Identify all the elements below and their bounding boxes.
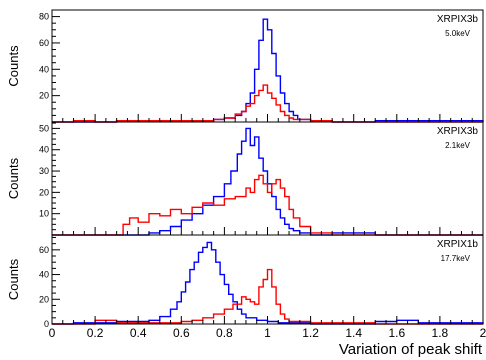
panel-energy-label: 17.7keV	[441, 254, 471, 263]
x-tick-label: 0.2	[87, 326, 104, 340]
y-tick-label: 10	[39, 209, 49, 219]
series-red-line	[52, 174, 483, 236]
panel-energy-label: 2.1keV	[445, 141, 471, 150]
x-axis-label: Variation of peak shift	[339, 341, 483, 358]
y-tick-label: 0	[44, 319, 49, 329]
panel-detector-label: XRPIX1b	[437, 239, 479, 250]
panel-3: 0 20 40 60 Counts XRPIX1b 17.7keV	[6, 234, 484, 329]
y-axis-label: Counts	[6, 258, 21, 300]
x-tick-label: 1.6	[388, 326, 405, 340]
x-tick-label: 1.8	[432, 326, 449, 340]
y-tick-label: 60	[39, 38, 49, 48]
y-axis-label: Counts	[6, 45, 21, 87]
x-tick-label: 0	[49, 326, 56, 340]
series-blue-line	[52, 18, 484, 123]
chart-panels: 20406080CountsXRPIX3b5.0keV1020304050Cou…	[6, 9, 486, 340]
x-tick-label: 2	[480, 326, 486, 340]
y-tick-label: 20	[39, 294, 49, 304]
y-tick-label: 60	[39, 245, 49, 255]
series-blue-line	[52, 241, 484, 325]
x-tick-label: 1.4	[345, 326, 362, 340]
x-tick-label: 0.4	[130, 326, 147, 340]
y-tick-label: 20	[39, 91, 49, 101]
panel-detector-label: XRPIX3b	[437, 14, 479, 25]
y-tick-label: 50	[39, 123, 49, 133]
panel-1: 20 40 60 80 Counts XRPIX3b 5.0keV	[6, 9, 484, 123]
y-tick-label: 80	[39, 12, 49, 22]
x-tick-label: 1	[264, 326, 271, 340]
x-tick-label: 0.6	[173, 326, 190, 340]
y-tick-label: 20	[39, 187, 49, 197]
y-axis-label: Counts	[6, 157, 21, 199]
y-tick-label: 40	[39, 145, 49, 155]
y-tick-label: 30	[39, 166, 49, 176]
x-tick-label: 0.8	[216, 326, 233, 340]
x-tick-label: 1.2	[302, 326, 319, 340]
panel-energy-label: 5.0keV	[445, 29, 471, 38]
y-tick-label: 40	[39, 270, 49, 280]
y-tick-label: 40	[39, 64, 49, 74]
series-red-line	[52, 268, 483, 325]
panel-detector-label: XRPIX3b	[437, 126, 479, 137]
panel-2: 10 20 30 40 50 Counts XRPIX3b 2.1keV	[6, 121, 484, 236]
series-blue-line	[52, 127, 483, 236]
